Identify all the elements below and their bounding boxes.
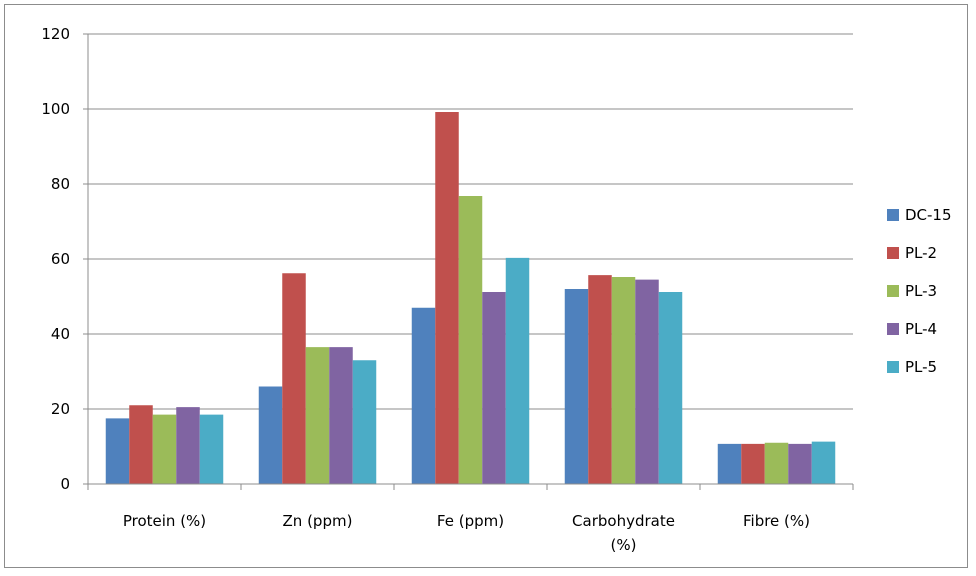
- bar: [741, 443, 765, 484]
- x-tick-label: Fibre (%): [743, 512, 810, 530]
- legend-label: PL-4: [905, 320, 937, 338]
- bar: [411, 307, 436, 484]
- y-tick-label: 0: [60, 475, 70, 493]
- bar: [764, 442, 789, 484]
- bar: [435, 112, 459, 484]
- legend-label: PL-3: [905, 282, 937, 300]
- bar: [564, 289, 589, 484]
- bar: [717, 443, 742, 484]
- bar: [611, 277, 636, 484]
- legend-swatch: [887, 209, 899, 221]
- bar: [505, 257, 530, 484]
- bar: [105, 418, 130, 484]
- bar: [482, 292, 506, 484]
- bar: [129, 405, 153, 484]
- legend-swatch: [887, 285, 899, 297]
- bar: [258, 386, 283, 484]
- bars: [105, 112, 836, 484]
- bar: [811, 441, 836, 484]
- x-axis-labels: Protein (%) Zn (ppm) Fe (ppm) Carbohydrate(…: [123, 512, 810, 554]
- y-tick-label: 80: [51, 175, 70, 193]
- x-tick-label: Protein (%): [123, 512, 206, 530]
- bar: [282, 273, 306, 484]
- y-tick-label: 60: [51, 250, 70, 268]
- legend-label: DC-15: [905, 206, 952, 224]
- x-tick-label: Carbohydrate (%): [572, 512, 675, 554]
- x-tick-label: Fe (ppm): [437, 512, 504, 530]
- bar: [588, 275, 612, 484]
- y-axis-ticks: 0 20 40 60 80 100 120: [41, 25, 88, 493]
- gridlines: [88, 33, 853, 410]
- bar: [658, 292, 683, 484]
- bar: [176, 407, 200, 484]
- bar: [458, 196, 483, 484]
- legend: DC-15 PL-2 PL-3 PL-4 PL-5: [887, 206, 952, 376]
- legend-swatch: [887, 247, 899, 259]
- bar: [152, 414, 177, 484]
- bar: [352, 360, 377, 484]
- legend-swatch: [887, 323, 899, 335]
- bar: [199, 414, 224, 484]
- bar: [635, 279, 659, 484]
- bar: [329, 347, 353, 484]
- bar: [305, 347, 330, 484]
- legend-label: PL-5: [905, 358, 937, 376]
- y-tick-label: 20: [51, 400, 70, 418]
- bar: [788, 443, 812, 484]
- x-tick-label: Zn (ppm): [283, 512, 353, 530]
- y-tick-label: 40: [51, 325, 70, 343]
- y-tick-label: 120: [41, 25, 70, 43]
- legend-swatch: [887, 361, 899, 373]
- legend-label: PL-2: [905, 244, 937, 262]
- y-tick-label: 100: [41, 100, 70, 118]
